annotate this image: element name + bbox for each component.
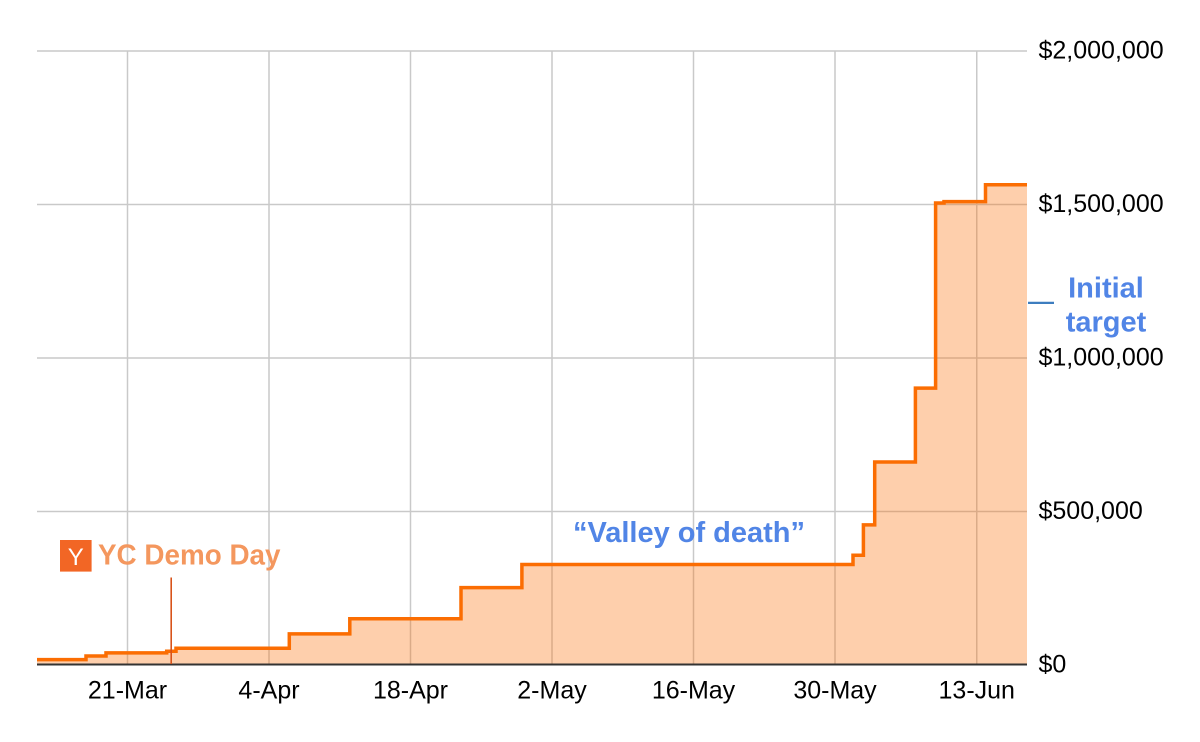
svg-text:$1,000,000: $1,000,000 [1039, 344, 1164, 372]
svg-text:2-May: 2-May [517, 677, 587, 705]
svg-text:Y: Y [68, 544, 84, 571]
svg-text:$500,000: $500,000 [1039, 497, 1143, 525]
svg-text:$2,000,000: $2,000,000 [1039, 37, 1164, 65]
svg-text:18-Apr: 18-Apr [373, 677, 448, 705]
svg-text:Initial: Initial [1068, 273, 1144, 305]
svg-text:16-May: 16-May [652, 677, 736, 705]
svg-text:13-Jun: 13-Jun [939, 677, 1015, 705]
svg-text:$0: $0 [1039, 651, 1067, 679]
svg-text:30-May: 30-May [793, 677, 877, 705]
svg-text:21-Mar: 21-Mar [88, 677, 167, 705]
svg-text:target: target [1066, 307, 1147, 339]
svg-text:4-Apr: 4-Apr [238, 677, 299, 705]
svg-text:“Valley of death”: “Valley of death” [573, 517, 805, 549]
svg-text:YC Demo Day: YC Demo Day [98, 539, 281, 571]
svg-text:$1,500,000: $1,500,000 [1039, 190, 1164, 218]
